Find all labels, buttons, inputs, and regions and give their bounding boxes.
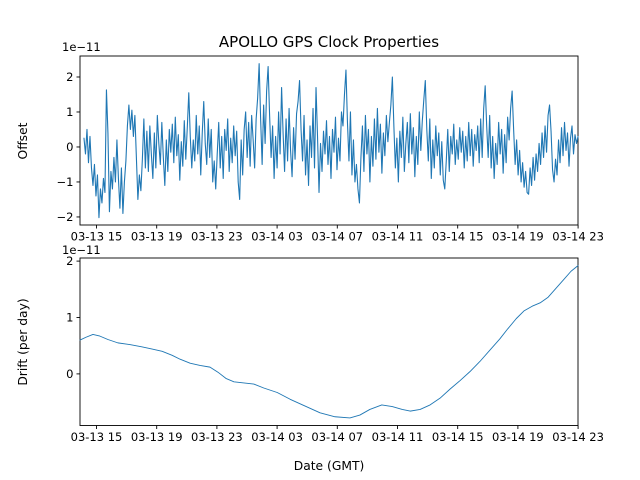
x-tick-label: 03-14 11 [372,230,424,244]
drift-series-line [79,265,579,419]
x-tick-label: 03-14 19 [492,430,544,444]
offset-subplot: 03-13 15 03-13 19 03-13 23 03-14 03 03-14 07… [57,55,604,244]
y-tick-label: 2 [66,70,73,84]
drift-subplot: 03-13 15 03-13 19 03-13 23 03-14 03 03-14 07… [66,254,604,444]
x-tick-label: 03-13 23 [191,430,243,444]
y-tick-label: 1 [66,310,73,324]
x-tick-label: 03-13 23 [191,230,243,244]
plot-frame [79,257,579,426]
y-tick-label: 1 [66,105,73,119]
figure-title: APOLLO GPS Clock Properties [219,33,439,51]
x-axis-label: Date (GMT) [294,459,365,473]
x-tick-label: 03-14 11 [372,430,424,444]
y-tick-label: 0 [66,367,73,381]
x-tick-label: 03-13 15 [71,430,123,444]
x-tick-label: 03-14 15 [432,430,484,444]
y-tick-label: −1 [57,175,74,189]
plot-frame [79,55,579,226]
offset-scale-label: 1e−11 [62,40,101,54]
offset-series-line [83,63,579,219]
y-tick-label: 0 [66,140,73,154]
y-tick-label: −2 [57,210,74,224]
x-tick-label: 03-13 19 [131,230,183,244]
x-tick-label: 03-14 23 [552,430,604,444]
x-tick-label: 03-14 23 [552,230,604,244]
x-tick-label: 03-14 19 [492,230,544,244]
y-tick-label: 2 [66,254,73,268]
drift-scale-label: 1e−11 [62,243,101,257]
drift-y-axis-label: Drift (per day) [16,298,30,385]
x-tick-label: 03-14 15 [432,230,484,244]
x-tick-label: 03-14 07 [311,230,363,244]
x-tick-label: 03-13 15 [71,230,123,244]
x-tick-label: 03-14 03 [251,230,303,244]
x-tick-label: 03-14 07 [311,430,363,444]
x-tick-label: 03-13 19 [131,430,183,444]
x-tick-label: 03-14 03 [251,430,303,444]
offset-y-axis-label: Offset [16,122,30,159]
